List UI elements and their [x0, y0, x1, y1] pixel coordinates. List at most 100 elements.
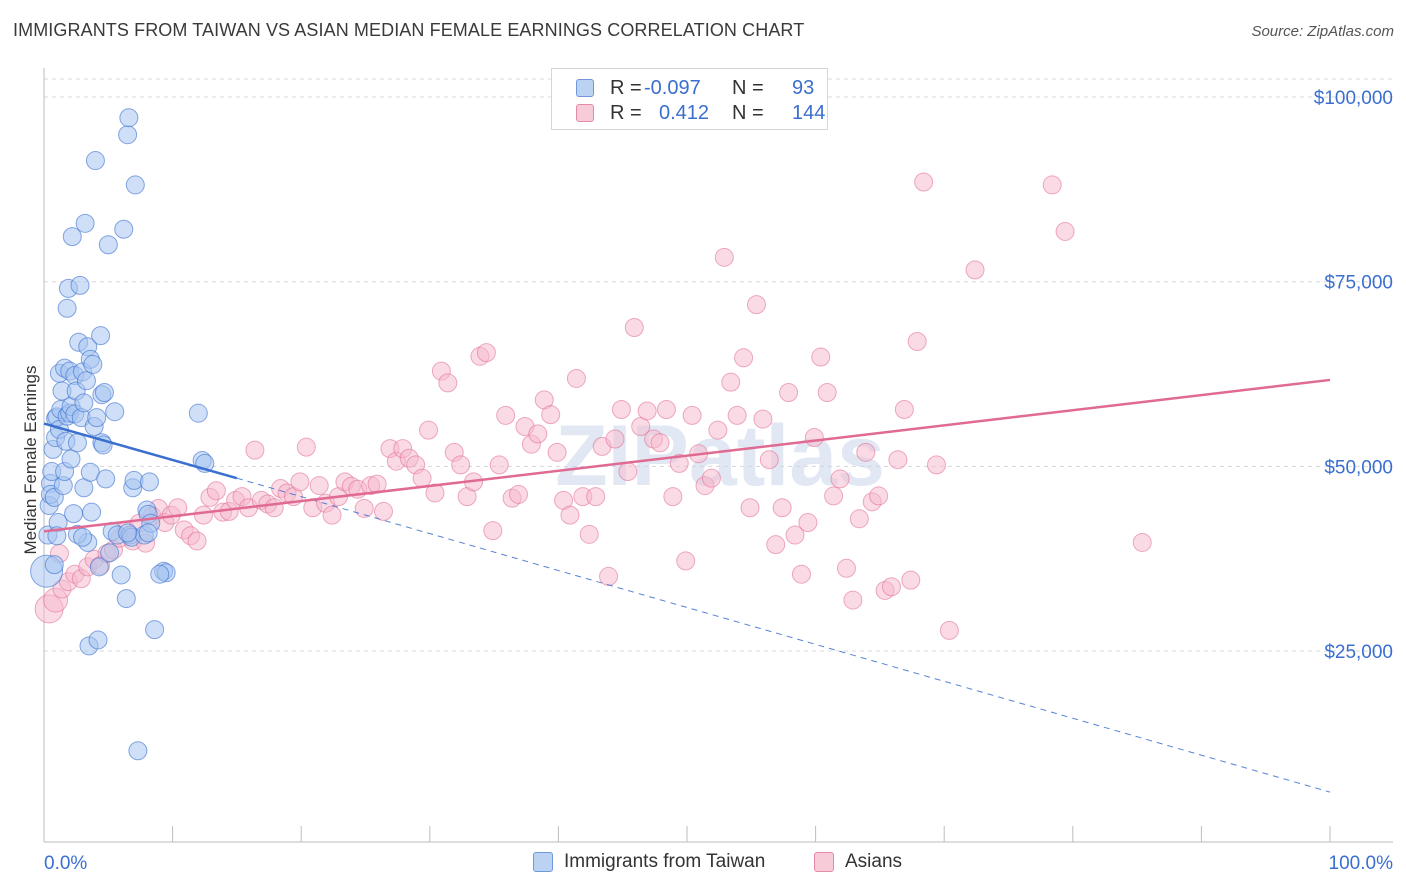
asians-point: [599, 566, 619, 586]
asians-point: [663, 487, 683, 507]
taiwan-point: [88, 630, 108, 650]
asians-point: [496, 405, 516, 425]
asians-point: [817, 382, 837, 402]
legend-n-label: N =: [732, 77, 764, 99]
asians-point: [309, 476, 329, 496]
asians-point: [830, 469, 850, 489]
taiwan-point: [118, 125, 138, 145]
y-tick-label: $75,000: [1324, 273, 1393, 294]
asians-point: [245, 440, 265, 460]
bottom-legend-swatch-taiwan: [533, 852, 553, 872]
asians-point: [824, 486, 844, 506]
asians-point: [264, 498, 284, 518]
asians-point: [193, 505, 213, 525]
asians-point: [438, 373, 458, 393]
asians-point: [682, 405, 702, 425]
asians-point: [907, 332, 927, 352]
taiwan-point: [100, 543, 120, 563]
bottom-legend-label-taiwan: Immigrants from Taiwan: [564, 851, 766, 872]
asians-point: [560, 505, 580, 525]
asians-point: [528, 424, 548, 444]
asians-point: [708, 420, 728, 440]
asians-point: [374, 501, 394, 521]
taiwan-point: [139, 472, 159, 492]
taiwan-point: [125, 175, 145, 195]
legend-n-value: 93: [792, 77, 815, 99]
asians-point: [714, 247, 734, 267]
trend-layer: [43, 378, 1331, 793]
asians-point: [798, 513, 818, 533]
y-tick-label: $50,000: [1324, 457, 1393, 478]
asians-trend-line: [43, 378, 1331, 533]
asians-point: [888, 450, 908, 470]
asians-point: [579, 524, 599, 544]
asians-point: [637, 401, 657, 421]
asians-point: [541, 405, 561, 425]
asians-point: [354, 498, 374, 518]
asians-point: [804, 428, 824, 448]
asians-point: [412, 468, 432, 488]
bottom-legend-swatch-asians: [814, 852, 834, 872]
taiwan-point: [116, 589, 136, 609]
asians-point: [869, 486, 889, 506]
taiwan-point: [150, 564, 170, 584]
asians-point: [656, 399, 676, 419]
asians-point: [779, 382, 799, 402]
taiwan-point: [98, 235, 118, 255]
asians-point: [721, 372, 741, 392]
taiwan-point: [85, 151, 105, 171]
asians-point: [811, 347, 831, 367]
asians-point: [676, 551, 696, 571]
taiwan-point: [91, 326, 111, 346]
taiwan-point: [70, 275, 90, 295]
legend-r-label: R =: [610, 77, 642, 99]
taiwan-point: [128, 741, 148, 761]
asians-point: [727, 405, 747, 425]
legend-r-value: 0.412: [659, 102, 710, 124]
axis-layer: [43, 68, 1393, 843]
asians-point: [1042, 175, 1062, 195]
asians-point: [566, 368, 586, 388]
taiwan-point: [119, 108, 139, 128]
taiwan-point: [83, 354, 103, 374]
taiwan-point: [96, 469, 116, 489]
asians-point: [624, 317, 644, 337]
stats-legend: R = -0.097 N = 93 R = 0.412 N = 144: [551, 68, 828, 130]
asians-point: [605, 429, 625, 449]
taiwan-point: [89, 557, 109, 577]
asians-point: [476, 343, 496, 363]
asians-point: [881, 577, 901, 597]
legend-swatch-taiwan: [576, 79, 594, 97]
asians-point: [322, 505, 342, 525]
asians-point: [926, 455, 946, 475]
asians-point: [836, 558, 856, 578]
asians-point: [785, 525, 805, 545]
legend-n-label: N =: [732, 102, 764, 124]
asians-point: [669, 453, 689, 473]
taiwan-point: [76, 371, 96, 391]
asians-point: [586, 487, 606, 507]
taiwan-point: [74, 393, 94, 413]
taiwan-point: [145, 620, 165, 640]
asians-point: [753, 409, 773, 429]
asians-point: [187, 531, 207, 551]
asians-point: [206, 481, 226, 501]
asians-point: [914, 172, 934, 192]
asians-point: [547, 442, 567, 462]
asians-point: [759, 450, 779, 470]
asians-point: [650, 433, 670, 453]
asians-point: [740, 498, 760, 518]
asians-point: [734, 348, 754, 368]
taiwan-point: [111, 565, 131, 585]
taiwan-point: [67, 433, 87, 453]
asians-point: [618, 462, 638, 482]
taiwan-points: [30, 108, 215, 761]
legend-r-value: -0.097: [644, 77, 701, 99]
asians-point: [766, 535, 786, 555]
y-axis-label: Median Female Earnings: [21, 366, 40, 555]
taiwan-point: [57, 298, 77, 318]
asians-point: [1132, 532, 1152, 552]
asians-point: [791, 564, 811, 584]
